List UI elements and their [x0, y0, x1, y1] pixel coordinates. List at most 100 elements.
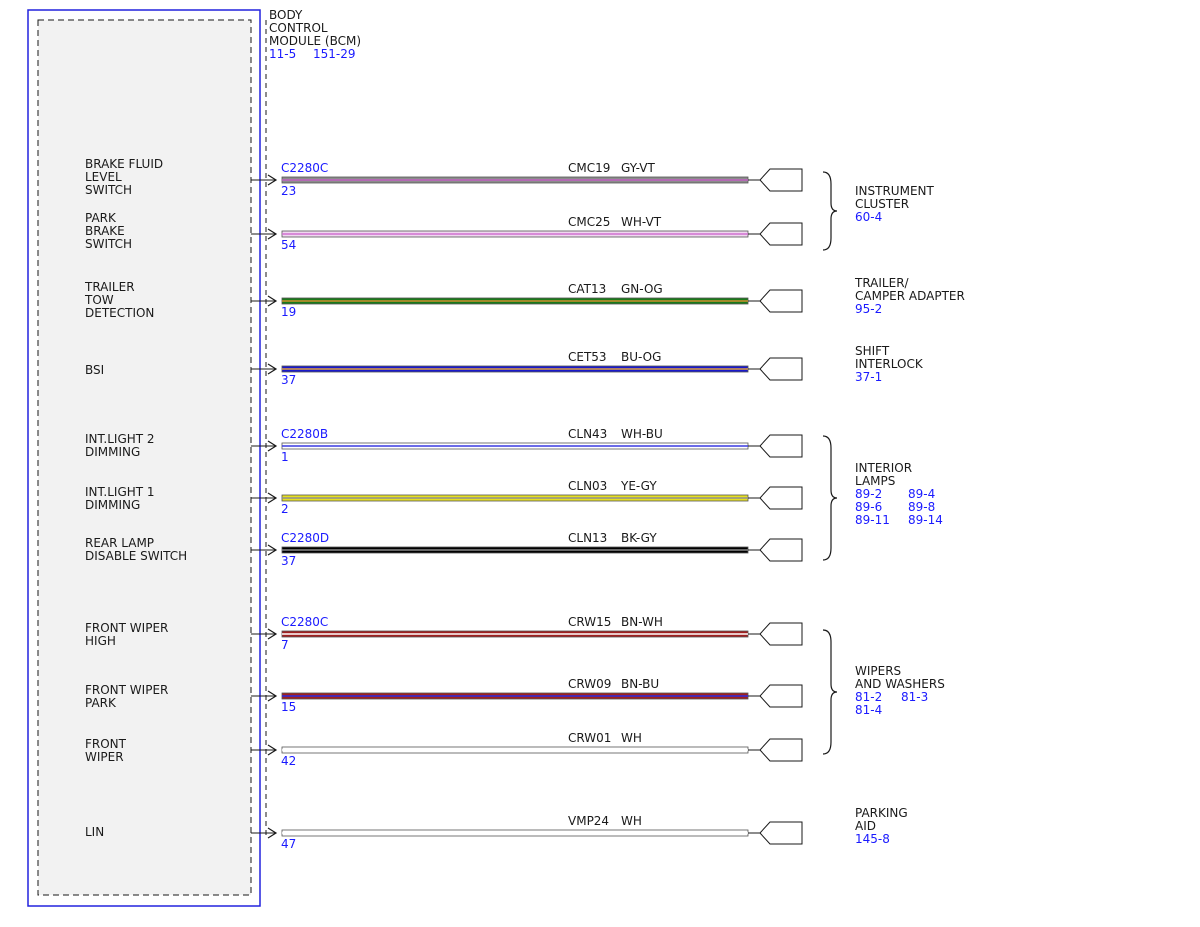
pin-function-line: BSI — [85, 363, 104, 377]
module-title-line: CONTROL — [269, 21, 328, 35]
destination-ref[interactable]: 89-8 — [908, 500, 935, 514]
destination-ref[interactable]: 81-3 — [901, 690, 928, 704]
pin-function-line: FRONT — [85, 737, 127, 751]
circuit-id: CLN13 — [568, 531, 607, 545]
terminal-connector-icon — [748, 434, 803, 458]
pin-function-label: FRONT WIPER — [85, 737, 127, 764]
pin-function-line: BRAKE — [85, 224, 125, 238]
pin-number: 47 — [281, 837, 296, 851]
arrow-icon — [267, 228, 278, 240]
connector-id[interactable]: C2280C — [281, 615, 328, 629]
pin-function-label: BRAKE FLUID LEVEL SWITCH — [85, 157, 163, 197]
wire-color-code: GY-VT — [621, 161, 655, 175]
wire-color-code: BK-GY — [621, 531, 657, 545]
destination-ref[interactable]: 81-4 — [855, 703, 882, 717]
wire-color-code: WH-VT — [621, 215, 662, 229]
module-ref[interactable]: 11-5 — [269, 47, 296, 61]
pin-function-line: TOW — [84, 293, 114, 307]
wire-color-code: BU-OG — [621, 350, 661, 364]
pin-function-line: PARK — [85, 696, 117, 710]
pin-function-line: BRAKE FLUID — [85, 157, 163, 171]
circuit-id: CAT13 — [568, 282, 606, 296]
pin-function-line: PARK — [85, 211, 117, 225]
pin-function-label: REAR LAMP DISABLE SWITCH — [85, 536, 187, 563]
wire-color-code: GN-OG — [621, 282, 663, 296]
destination-name: INTERIOR LAMPS — [855, 461, 912, 488]
terminal-connector-icon — [748, 684, 803, 708]
circuit-id: CRW01 — [568, 731, 611, 745]
pin-function-line: DIMMING — [85, 445, 140, 459]
connector-id[interactable]: C2280C — [281, 161, 328, 175]
destination-name: SHIFT INTERLOCK — [855, 344, 924, 371]
terminal-connector-icon — [748, 222, 803, 246]
pin-function-line: INT.LIGHT 2 — [85, 432, 155, 446]
pin-function-line: INT.LIGHT 1 — [85, 485, 155, 499]
brace-icon — [822, 435, 838, 561]
wire-color-code: WH-BU — [621, 427, 663, 441]
pin-function-line: LEVEL — [85, 170, 122, 184]
destination-ref[interactable]: 89-6 — [855, 500, 882, 514]
pin-number: 37 — [281, 554, 296, 568]
pin-function-line: DIMMING — [85, 498, 140, 512]
destination-ref[interactable]: 89-11 — [855, 513, 890, 527]
circuit-id: CRW09 — [568, 677, 611, 691]
destination-ref[interactable]: 37-1 — [855, 370, 882, 384]
arrow-icon — [267, 440, 278, 452]
destination-ref[interactable]: 89-14 — [908, 513, 943, 527]
pin-function-label: INT.LIGHT 2 DIMMING — [85, 432, 155, 459]
arrow-icon — [267, 174, 278, 186]
destination-ref[interactable]: 60-4 — [855, 210, 882, 224]
arrow-icon — [267, 827, 278, 839]
circuit-row: REAR LAMP DISABLE SWITCH C2280D 37 CLN13 BK-G… — [85, 531, 803, 568]
bcm-module-outline — [27, 9, 261, 907]
terminal-connector-icon — [748, 357, 803, 381]
destination-ref[interactable]: 89-4 — [908, 487, 935, 501]
pin-number: 7 — [281, 638, 289, 652]
circuit-id: CRW15 — [568, 615, 611, 629]
pin-number: 2 — [281, 502, 289, 516]
circuit-row: BRAKE FLUID LEVEL SWITCH C2280C 23 CMC19 GY-VT — [85, 157, 803, 198]
arrow-icon — [267, 492, 278, 504]
terminal-connector-icon — [748, 538, 803, 562]
pin-function-line: SWITCH — [85, 237, 132, 251]
destination-name-line: TRAILER/ — [854, 276, 910, 290]
circuit-row: TRAILER TOW DETECTION 19 CAT13 GN-OG — [84, 280, 803, 320]
circuit-id: CET53 — [568, 350, 607, 364]
pin-number: 42 — [281, 754, 296, 768]
wire-color-code: WH — [621, 731, 642, 745]
circuit-row: INT.LIGHT 1 DIMMING 2 CLN03 YE-GY — [85, 479, 803, 516]
brace-icon — [822, 629, 838, 755]
wire-color-code: WH — [621, 814, 642, 828]
pin-function-label: FRONT WIPER HIGH — [85, 621, 168, 648]
pin-number: 54 — [281, 238, 296, 252]
connector-id[interactable]: C2280D — [281, 531, 329, 545]
destination-name-line: CAMPER ADAPTER — [855, 289, 965, 303]
pin-function-label: LIN — [85, 825, 104, 839]
module-title-line: MODULE (BCM) — [269, 34, 361, 48]
wire-color-code: BN-WH — [621, 615, 663, 629]
destination-ref[interactable]: 89-2 — [855, 487, 882, 501]
circuit-row: INT.LIGHT 2 DIMMING C2280B 1 CLN43 WH-BU — [85, 427, 803, 464]
connector-id[interactable]: C2280B — [281, 427, 328, 441]
circuit-row: FRONT WIPER 42 CRW01 WH — [85, 731, 803, 768]
destination-name-line: INTERLOCK — [855, 357, 924, 371]
pin-function-label: BSI — [85, 363, 104, 377]
destination-ref[interactable]: 81-2 — [855, 690, 882, 704]
terminal-connector-icon — [748, 486, 803, 510]
pin-function-label: INT.LIGHT 1 DIMMING — [85, 485, 155, 512]
module-ref[interactable]: 151-29 — [313, 47, 356, 61]
destination-name-line: PARKING — [855, 806, 908, 820]
module-title-line: BODY — [269, 8, 303, 22]
circuit-row: FRONT WIPER HIGH C2280C 7 CRW15 BN-WH — [85, 615, 803, 652]
pin-function-line: TRAILER — [84, 280, 135, 294]
destination-ref[interactable]: 95-2 — [855, 302, 882, 316]
destination-ref[interactable]: 145-8 — [855, 832, 890, 846]
pin-function-line: FRONT WIPER — [85, 621, 168, 635]
arrow-icon — [267, 628, 278, 640]
